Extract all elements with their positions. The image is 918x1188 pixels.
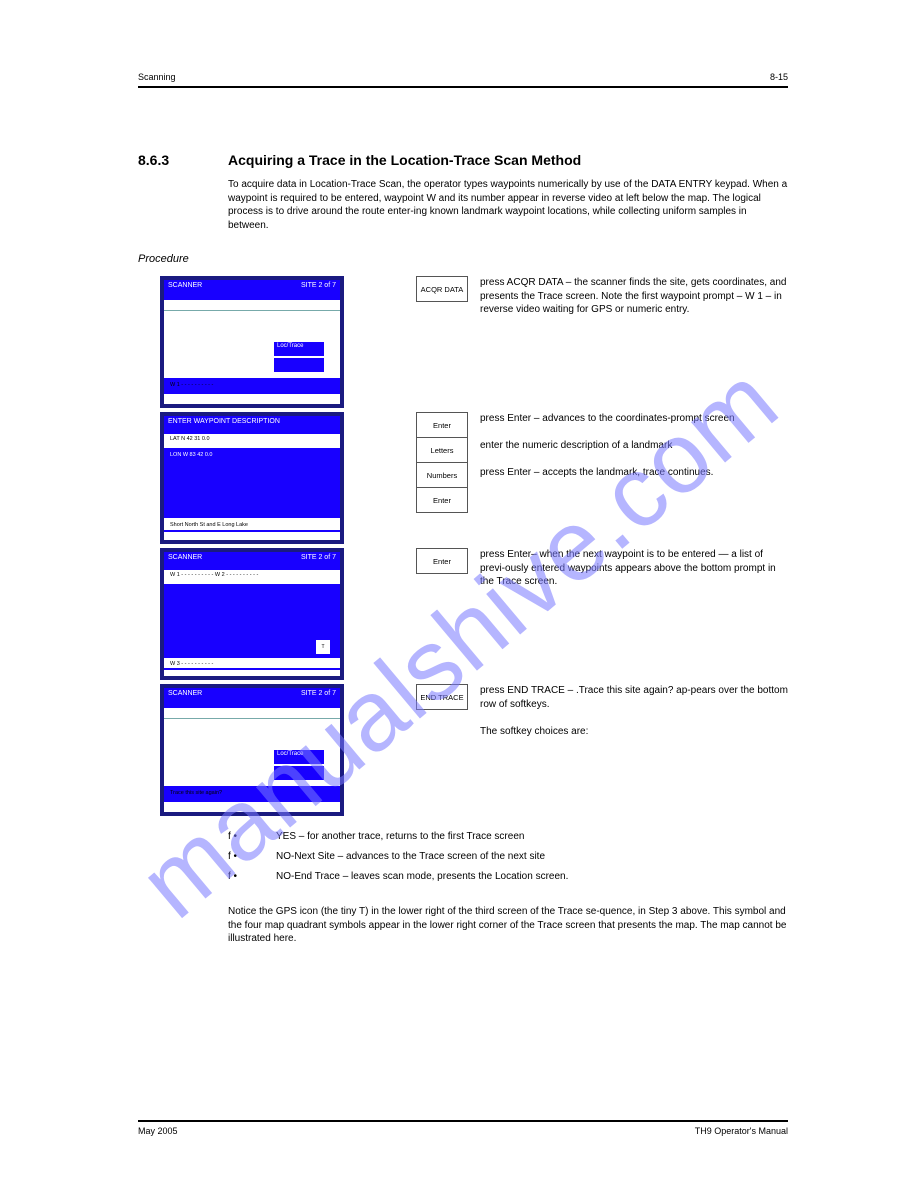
note-paragraph: Notice the GPS icon (the tiny T) in the … bbox=[228, 905, 788, 946]
screen-2-softkey-bar bbox=[164, 532, 340, 540]
softkey-bullet-3-desc: NO-End Trace – leaves scan mode, present… bbox=[276, 870, 786, 884]
key-end-trace[interactable]: END TRACE bbox=[416, 684, 468, 710]
screen-4-circle-icon bbox=[178, 740, 218, 780]
screen-1-title-right: SITE 2 of 7 bbox=[301, 282, 336, 298]
key-enter-2[interactable]: Enter bbox=[416, 487, 468, 513]
key-numbers[interactable]: Numbers bbox=[416, 462, 468, 488]
screen-4-title-right: SITE 2 of 7 bbox=[301, 690, 336, 706]
screen-1-cell-1: Loc/Trace bbox=[274, 342, 324, 356]
screen-3-footer: W 3 - - - - - - - - - - bbox=[170, 661, 213, 667]
screen-4-line bbox=[164, 718, 340, 719]
key-enter-3[interactable]: Enter bbox=[416, 548, 468, 574]
softkey-bullet-1-desc: YES – for another trace, returns to the … bbox=[276, 830, 786, 844]
screen-2-lon: LON W 83 42 0.0 bbox=[170, 452, 213, 458]
screen-4: SCANNER SITE 2 of 7 Loc/Trace Trace this… bbox=[160, 684, 344, 816]
step-3-text: press Enter– when the next waypoint is t… bbox=[480, 548, 788, 589]
softkey-bullet-3-key: f • bbox=[228, 870, 237, 884]
key-enter-1[interactable]: Enter bbox=[416, 412, 468, 438]
screen-2-footer: Short North St and E Long Lake bbox=[170, 522, 248, 528]
section-number: 8.6.3 bbox=[138, 152, 169, 168]
header-right: 8-15 bbox=[770, 72, 788, 82]
screen-3-softkey-bar bbox=[164, 670, 340, 676]
screen-1-titlebar: SCANNER SITE 2 of 7 bbox=[164, 280, 340, 300]
procedure-heading: Procedure bbox=[138, 252, 189, 267]
step-2-text: press Enter – advances to the coordinate… bbox=[480, 412, 788, 480]
header-divider bbox=[138, 86, 788, 88]
screen-4-footer: Trace this site again? bbox=[170, 790, 222, 796]
screen-2: ENTER WAYPOINT DESCRIPTION LAT N 42 31 0… bbox=[160, 412, 344, 544]
footer-divider bbox=[138, 1120, 788, 1122]
softkey-bullet-1-key: f • bbox=[228, 830, 237, 844]
screen-3-titlebar: SCANNER SITE 2 of 7 bbox=[164, 552, 340, 572]
screen-1: SCANNER SITE 2 of 7 Loc/Trace W 1 - - - … bbox=[160, 276, 344, 408]
screen-1-title-left: SCANNER bbox=[168, 282, 202, 298]
step-4-text: press END TRACE – .Trace this site again… bbox=[480, 684, 788, 738]
footer-left: May 2005 bbox=[138, 1126, 178, 1136]
intro-paragraph: To acquire data in Location-Trace Scan, … bbox=[228, 178, 788, 232]
key-letters[interactable]: Letters bbox=[416, 437, 468, 463]
screen-3-title-right: SITE 2 of 7 bbox=[301, 554, 336, 570]
screen-1-circle-icon bbox=[178, 332, 218, 372]
screen-4-softkey-bar bbox=[164, 802, 340, 812]
gps-icon: T bbox=[316, 640, 330, 654]
header-left: Scanning bbox=[138, 72, 176, 82]
screen-4-cell-1: Loc/Trace bbox=[274, 750, 324, 764]
screen-4-titlebar: SCANNER SITE 2 of 7 bbox=[164, 688, 340, 708]
screen-3: SCANNER SITE 2 of 7 W 1 - - - - - - - - … bbox=[160, 548, 344, 680]
softkey-bullet-2-desc: NO-Next Site – advances to the Trace scr… bbox=[276, 850, 786, 864]
footer-right: TH9 Operator's Manual bbox=[695, 1126, 788, 1136]
screen-1-softkey-bar bbox=[164, 394, 340, 404]
screen-1-footer: W 1 - - - - - - - - - - bbox=[170, 382, 213, 388]
screen-3-prev-wp: W 1 - - - - - - - - - - W 2 - - - - - - … bbox=[170, 572, 258, 578]
screen-2-lat: LAT N 42 31 0.0 bbox=[170, 436, 210, 442]
key-acqr-data[interactable]: ACQR DATA bbox=[416, 276, 468, 302]
screen-4-cell-2 bbox=[274, 766, 324, 780]
section-title: Acquiring a Trace in the Location-Trace … bbox=[228, 152, 581, 168]
screen-4-title-left: SCANNER bbox=[168, 690, 202, 706]
step-1-text: press ACQR DATA – the scanner finds the … bbox=[480, 276, 788, 317]
screen-1-cell-2 bbox=[274, 358, 324, 372]
screen-2-title: ENTER WAYPOINT DESCRIPTION bbox=[168, 418, 280, 434]
manual-page: manualshive.com Scanning 8-15 8.6.3 Acqu… bbox=[0, 0, 918, 1188]
screen-3-title-left: SCANNER bbox=[168, 554, 202, 570]
screen-1-line bbox=[164, 310, 340, 311]
screen-2-titlebar: ENTER WAYPOINT DESCRIPTION bbox=[164, 416, 340, 436]
softkey-bullet-2-key: f • bbox=[228, 850, 237, 864]
